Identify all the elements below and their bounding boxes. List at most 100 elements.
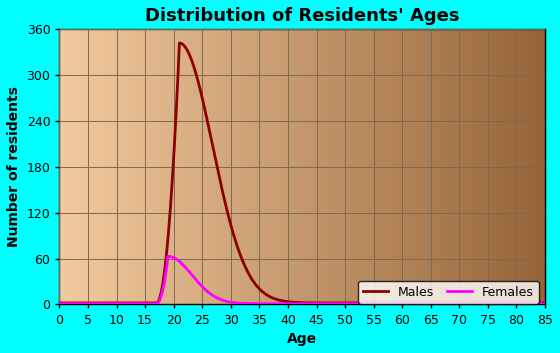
Bar xyxy=(421,29,424,305)
Bar xyxy=(215,29,217,305)
Bar xyxy=(230,29,232,305)
Bar xyxy=(169,29,171,305)
Bar xyxy=(94,29,96,305)
Bar xyxy=(477,29,479,305)
Bar xyxy=(147,29,150,305)
Bar xyxy=(446,29,448,305)
Bar xyxy=(263,29,266,305)
Bar xyxy=(494,29,497,305)
Bar xyxy=(288,29,290,305)
X-axis label: Age: Age xyxy=(287,332,318,346)
Title: Distribution of Residents' Ages: Distribution of Residents' Ages xyxy=(145,7,459,25)
Bar xyxy=(431,29,433,305)
Bar xyxy=(74,29,76,305)
Bar xyxy=(297,29,300,305)
Bar xyxy=(164,29,166,305)
Bar xyxy=(348,29,351,305)
Bar xyxy=(208,29,210,305)
Bar xyxy=(266,29,268,305)
Bar xyxy=(329,29,332,305)
Bar xyxy=(142,29,144,305)
Bar xyxy=(174,29,176,305)
Bar xyxy=(103,29,105,305)
Bar xyxy=(120,29,123,305)
Bar xyxy=(412,29,414,305)
Bar xyxy=(72,29,74,305)
Bar xyxy=(276,29,278,305)
Bar xyxy=(302,29,305,305)
Bar xyxy=(402,29,404,305)
Bar xyxy=(382,29,385,305)
Bar xyxy=(190,29,193,305)
Bar xyxy=(470,29,472,305)
Bar xyxy=(492,29,494,305)
Bar xyxy=(183,29,186,305)
Bar xyxy=(336,29,339,305)
Bar xyxy=(504,29,506,305)
Bar xyxy=(538,29,540,305)
Bar xyxy=(365,29,368,305)
Bar xyxy=(137,29,139,305)
Bar xyxy=(62,29,64,305)
Bar xyxy=(472,29,475,305)
Bar xyxy=(433,29,436,305)
Bar xyxy=(227,29,230,305)
Bar xyxy=(307,29,310,305)
Bar xyxy=(261,29,263,305)
Bar xyxy=(441,29,443,305)
Bar xyxy=(198,29,200,305)
Bar xyxy=(76,29,79,305)
Bar xyxy=(407,29,409,305)
Bar xyxy=(346,29,348,305)
Bar xyxy=(390,29,392,305)
Bar xyxy=(497,29,499,305)
Bar xyxy=(319,29,321,305)
Bar xyxy=(487,29,489,305)
Bar xyxy=(463,29,465,305)
Bar xyxy=(256,29,259,305)
Bar xyxy=(132,29,134,305)
Bar xyxy=(426,29,428,305)
Bar xyxy=(314,29,317,305)
Bar xyxy=(458,29,460,305)
Bar xyxy=(69,29,72,305)
Bar xyxy=(305,29,307,305)
Bar xyxy=(278,29,281,305)
Bar xyxy=(212,29,215,305)
Bar xyxy=(67,29,69,305)
Bar xyxy=(59,29,62,305)
Bar xyxy=(86,29,88,305)
Bar xyxy=(353,29,356,305)
Bar xyxy=(246,29,249,305)
Bar xyxy=(339,29,341,305)
Bar xyxy=(127,29,130,305)
Bar xyxy=(239,29,241,305)
Bar xyxy=(171,29,174,305)
Bar xyxy=(479,29,482,305)
Bar xyxy=(81,29,83,305)
Bar xyxy=(200,29,203,305)
Bar xyxy=(281,29,283,305)
Bar xyxy=(220,29,222,305)
Bar xyxy=(392,29,394,305)
Bar xyxy=(225,29,227,305)
Bar xyxy=(234,29,237,305)
Bar xyxy=(268,29,270,305)
Bar xyxy=(176,29,179,305)
Bar xyxy=(105,29,108,305)
Bar xyxy=(195,29,198,305)
Bar xyxy=(436,29,438,305)
Bar xyxy=(110,29,113,305)
Bar xyxy=(290,29,292,305)
Bar xyxy=(521,29,523,305)
Bar xyxy=(397,29,399,305)
Bar xyxy=(326,29,329,305)
Bar xyxy=(96,29,98,305)
Bar xyxy=(115,29,118,305)
Bar xyxy=(83,29,86,305)
Bar xyxy=(428,29,431,305)
Bar xyxy=(523,29,526,305)
Bar xyxy=(244,29,246,305)
Bar xyxy=(292,29,295,305)
Bar xyxy=(380,29,382,305)
